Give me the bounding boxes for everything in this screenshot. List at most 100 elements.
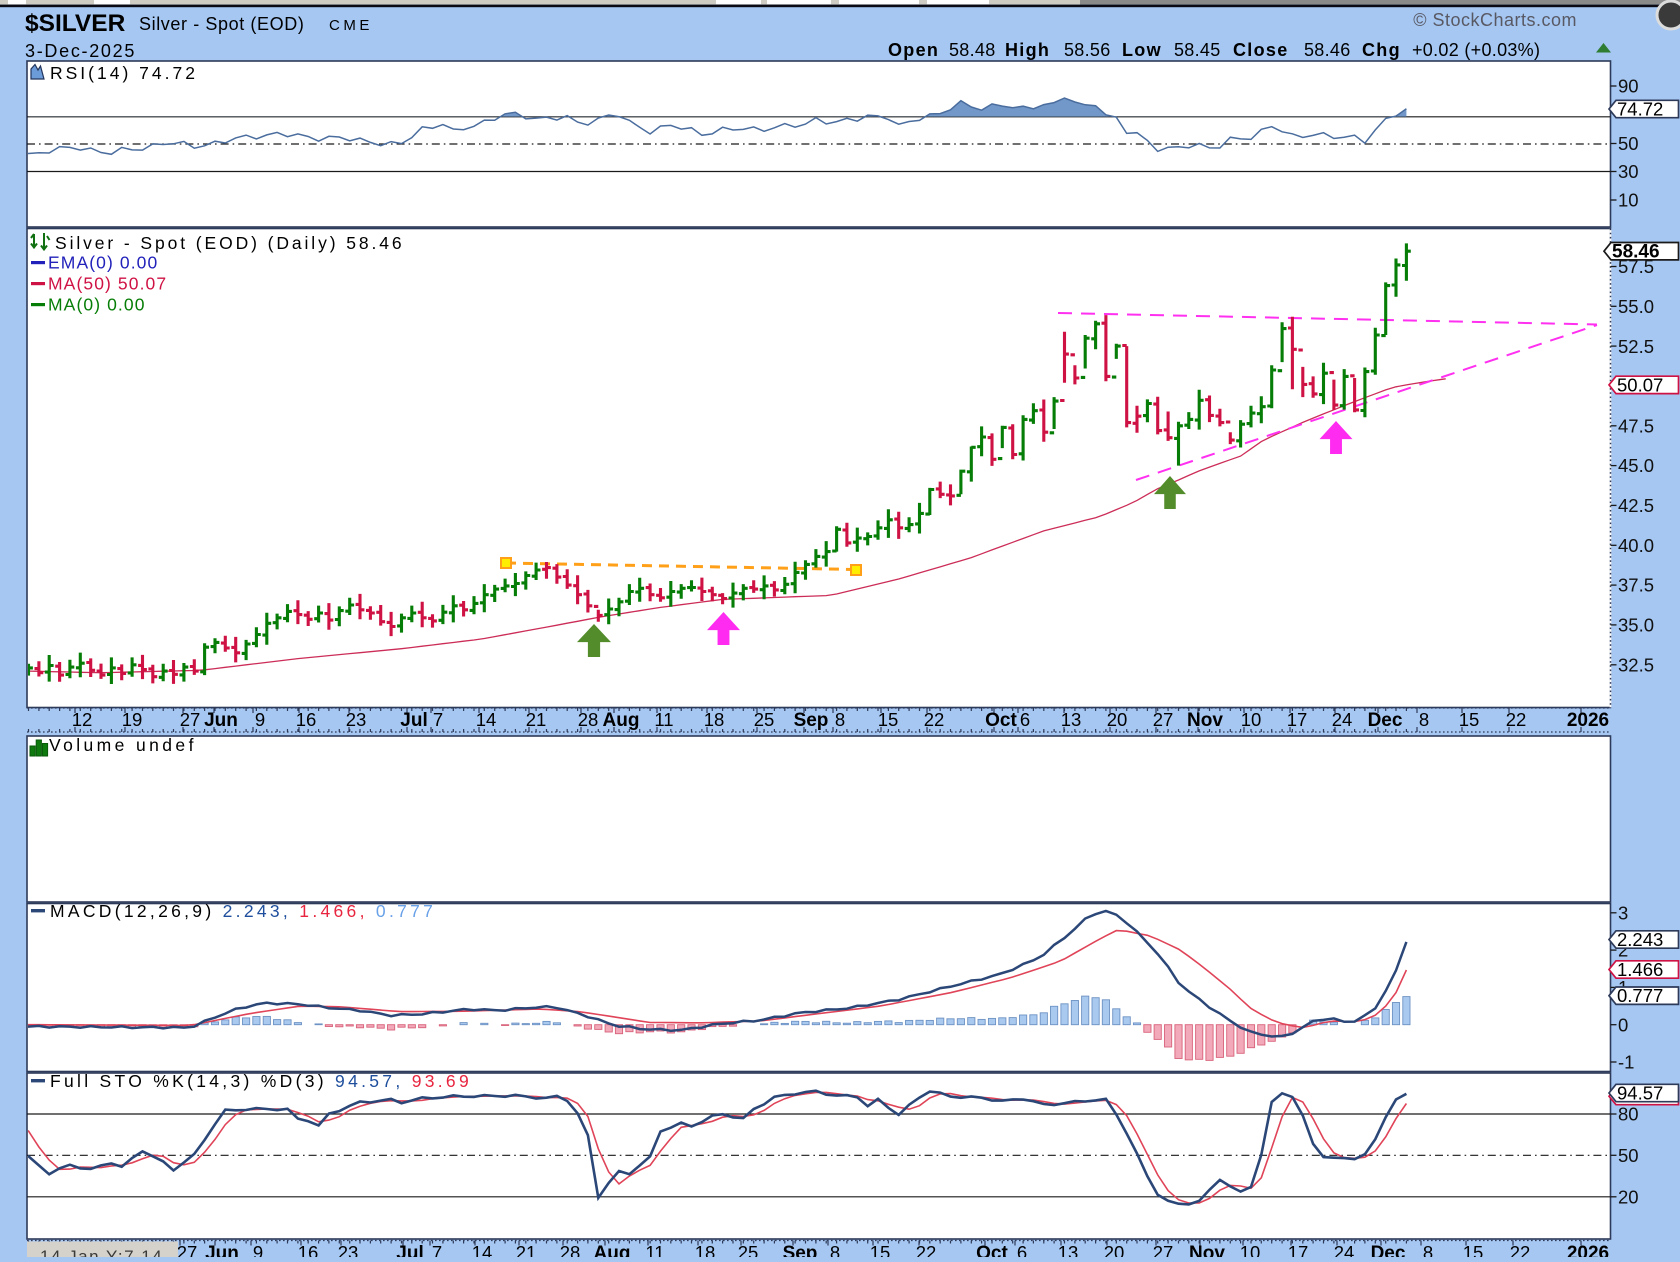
svg-text:19: 19 bbox=[122, 709, 143, 730]
svg-text:30: 30 bbox=[1618, 161, 1639, 182]
svg-text:11: 11 bbox=[645, 1242, 664, 1257]
svg-text:58.46: 58.46 bbox=[1304, 40, 1351, 60]
svg-text:94.57: 94.57 bbox=[1617, 1082, 1663, 1103]
svg-text:13: 13 bbox=[1058, 1242, 1079, 1257]
svg-text:24: 24 bbox=[1332, 709, 1353, 730]
svg-text:40.0: 40.0 bbox=[1618, 535, 1654, 556]
svg-text:14: 14 bbox=[476, 709, 497, 730]
svg-text:Dec: Dec bbox=[1371, 1243, 1406, 1257]
svg-text:0.777: 0.777 bbox=[1617, 985, 1663, 1006]
svg-text:58.45: 58.45 bbox=[1174, 40, 1221, 60]
svg-text:Jun: Jun bbox=[205, 1243, 239, 1257]
svg-text:27: 27 bbox=[177, 1242, 198, 1257]
svg-text:11: 11 bbox=[654, 709, 673, 730]
svg-text:27: 27 bbox=[180, 709, 201, 730]
svg-text:27: 27 bbox=[1153, 1242, 1174, 1257]
svg-text:Oct: Oct bbox=[985, 710, 1017, 731]
svg-text:© StockCharts.com: © StockCharts.com bbox=[1413, 10, 1577, 30]
svg-text:37.5: 37.5 bbox=[1618, 575, 1654, 596]
svg-text:6: 6 bbox=[1020, 709, 1030, 730]
svg-text:16: 16 bbox=[296, 709, 317, 730]
svg-text:17: 17 bbox=[1288, 1242, 1309, 1257]
svg-text:52.5: 52.5 bbox=[1618, 336, 1654, 357]
svg-text:6: 6 bbox=[1017, 1242, 1027, 1257]
svg-text:16: 16 bbox=[298, 1242, 319, 1257]
svg-text:MA(0) 0.00: MA(0) 0.00 bbox=[48, 295, 146, 315]
svg-text:25: 25 bbox=[738, 1242, 759, 1257]
svg-text:50: 50 bbox=[1618, 133, 1639, 154]
svg-text:57.5: 57.5 bbox=[1618, 256, 1654, 277]
svg-text:Aug: Aug bbox=[594, 1243, 631, 1257]
svg-text:90: 90 bbox=[1618, 76, 1639, 97]
svg-text:21: 21 bbox=[526, 709, 547, 730]
svg-text:28: 28 bbox=[578, 709, 599, 730]
svg-text:Aug: Aug bbox=[603, 710, 640, 731]
svg-text:21: 21 bbox=[516, 1242, 537, 1257]
svg-text:Jun: Jun bbox=[204, 710, 238, 731]
svg-text:58.56: 58.56 bbox=[1064, 40, 1111, 60]
svg-text:Close: Close bbox=[1233, 40, 1289, 60]
svg-text:58.46: 58.46 bbox=[1612, 242, 1660, 263]
svg-text:24: 24 bbox=[1334, 1242, 1355, 1257]
svg-text:CME: CME bbox=[329, 17, 373, 34]
svg-text:High: High bbox=[1005, 40, 1050, 60]
svg-text:+0.02 (+0.03%): +0.02 (+0.03%) bbox=[1412, 40, 1540, 60]
svg-text:27: 27 bbox=[1153, 709, 1174, 730]
svg-text:35.0: 35.0 bbox=[1618, 615, 1654, 636]
svg-text:22: 22 bbox=[1510, 1242, 1531, 1257]
svg-text:Jul: Jul bbox=[396, 1243, 423, 1257]
svg-text:EMA(0) 0.00: EMA(0) 0.00 bbox=[48, 253, 158, 273]
svg-text:13: 13 bbox=[1061, 709, 1082, 730]
svg-text:25: 25 bbox=[754, 709, 775, 730]
svg-text:Nov: Nov bbox=[1187, 710, 1223, 731]
svg-text:10: 10 bbox=[1241, 709, 1262, 730]
svg-text:2026: 2026 bbox=[1567, 710, 1609, 731]
svg-text:55.0: 55.0 bbox=[1618, 296, 1654, 317]
svg-text:12: 12 bbox=[72, 709, 93, 730]
svg-text:RSI(14) 74.72: RSI(14) 74.72 bbox=[50, 63, 198, 83]
svg-text:8: 8 bbox=[835, 709, 845, 730]
svg-text:-1: -1 bbox=[1618, 1052, 1634, 1073]
svg-text:15: 15 bbox=[870, 1242, 891, 1257]
svg-text:23: 23 bbox=[338, 1242, 359, 1257]
svg-text:Low: Low bbox=[1122, 40, 1162, 60]
svg-text:20: 20 bbox=[1618, 1186, 1639, 1207]
svg-text:Sep: Sep bbox=[783, 1243, 818, 1257]
svg-text:28: 28 bbox=[560, 1242, 581, 1257]
svg-text:45.0: 45.0 bbox=[1618, 455, 1654, 476]
svg-text:MACD(12,26,9) 2.243, 1.466, 0.: MACD(12,26,9) 2.243, 1.466, 0.777 bbox=[50, 901, 436, 921]
svg-text:47.5: 47.5 bbox=[1618, 415, 1654, 436]
svg-text:Chg: Chg bbox=[1362, 40, 1401, 60]
svg-text:Silver - Spot (EOD): Silver - Spot (EOD) bbox=[139, 14, 304, 34]
svg-text:1.466: 1.466 bbox=[1617, 959, 1663, 980]
svg-text:22: 22 bbox=[924, 709, 945, 730]
svg-text:Dec: Dec bbox=[1368, 710, 1403, 731]
svg-text:23: 23 bbox=[346, 709, 367, 730]
svg-text:3: 3 bbox=[1618, 902, 1628, 923]
svg-text:8: 8 bbox=[830, 1242, 840, 1257]
svg-text:32.5: 32.5 bbox=[1618, 654, 1654, 675]
svg-text:Nov: Nov bbox=[1189, 1243, 1225, 1257]
svg-text:15: 15 bbox=[878, 709, 899, 730]
svg-text:9: 9 bbox=[255, 709, 265, 730]
svg-text:2.243: 2.243 bbox=[1617, 929, 1663, 950]
svg-text:Open: Open bbox=[888, 40, 939, 60]
svg-text:7: 7 bbox=[432, 1242, 442, 1257]
svg-text:58.48: 58.48 bbox=[949, 40, 996, 60]
svg-text:15: 15 bbox=[1459, 709, 1480, 730]
svg-text:8: 8 bbox=[1423, 1242, 1433, 1257]
svg-text:8: 8 bbox=[1419, 709, 1429, 730]
svg-text:22: 22 bbox=[916, 1242, 937, 1257]
svg-text:MA(50) 50.07: MA(50) 50.07 bbox=[48, 274, 167, 294]
svg-text:14: 14 bbox=[472, 1242, 493, 1257]
svg-text:80: 80 bbox=[1618, 1104, 1639, 1125]
svg-text:18: 18 bbox=[695, 1242, 716, 1257]
svg-text:20: 20 bbox=[1104, 1242, 1125, 1257]
svg-text:2026: 2026 bbox=[1567, 1243, 1609, 1257]
svg-text:22: 22 bbox=[1506, 709, 1527, 730]
svg-text:74.72: 74.72 bbox=[1617, 98, 1663, 119]
svg-text:Oct: Oct bbox=[976, 1243, 1008, 1257]
svg-text:10: 10 bbox=[1618, 190, 1639, 211]
svg-text:Jul: Jul bbox=[400, 710, 427, 731]
svg-text:$SILVER: $SILVER bbox=[25, 10, 126, 37]
